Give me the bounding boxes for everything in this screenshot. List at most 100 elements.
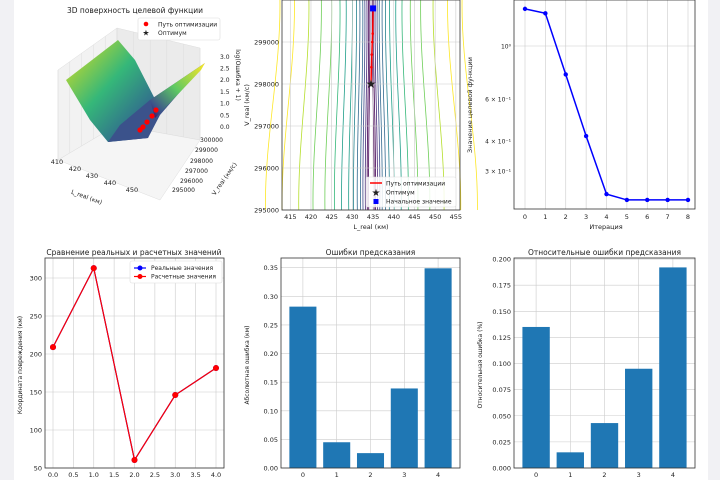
y-tick-label: 298000: [190, 158, 213, 165]
y-tick-label: 0.125: [492, 334, 511, 342]
legend-marker: [137, 274, 143, 279]
x-tick-label: 3: [637, 471, 641, 479]
optimization-path-point: [369, 82, 373, 86]
objective-point: [665, 197, 670, 203]
chart-title: Ошибки предсказания: [326, 248, 416, 257]
bar: [625, 368, 653, 468]
legend-label: Путь оптимизации: [158, 22, 217, 29]
objective-point: [543, 11, 548, 16]
y-tick-label: 297000: [254, 123, 279, 131]
x-tick-label: 2.5: [150, 471, 160, 479]
x-tick-label: 440: [104, 179, 116, 187]
right-scrollbar-track[interactable]: [708, 0, 720, 480]
star-icon: ★: [372, 188, 381, 199]
y-tick-label: 0.30: [264, 293, 278, 301]
start-point-marker: [370, 5, 377, 12]
contour-line: [298, 0, 310, 211]
x-tick-label: 1: [568, 471, 572, 479]
x-axis-label: Итерация: [589, 223, 622, 231]
x-tick-label: 1: [335, 471, 339, 479]
legend-marker-start: [373, 199, 379, 204]
legend-label: Расчетные значения: [151, 274, 216, 281]
optimum-star-icon: ★: [366, 77, 377, 91]
left-window-edge: [0, 0, 14, 480]
x-tick-label: 430: [86, 172, 98, 180]
y-tick-label: 0.35: [264, 264, 278, 272]
legend-box: [365, 176, 457, 208]
y-tick-label: 0.150: [492, 308, 511, 316]
contour-line: [281, 0, 295, 211]
y-tick-label: 6 × 10⁻¹: [485, 97, 511, 104]
y-axis-label: Значение целевой функции: [466, 57, 474, 153]
chart-title: Сравнение реальных и расчетных значений: [46, 248, 221, 257]
y-tick-label: 4 × 10⁻¹: [485, 139, 511, 146]
x-tick-label: 6: [645, 213, 649, 221]
x-tick-label: 455: [450, 213, 462, 221]
x-tick-label: 430: [346, 213, 358, 221]
star-icon: ★: [142, 29, 149, 38]
legend-label: Начальное значение: [386, 199, 452, 206]
x-tick-label: 4: [436, 471, 440, 479]
objective-point: [624, 197, 630, 203]
y-tick-label: 0.05: [264, 436, 278, 444]
contour-line: [360, 0, 364, 211]
bar-axes: [280, 257, 461, 469]
surface-right-sheet: [150, 63, 205, 118]
legend-label: Реальные значения: [151, 265, 213, 272]
x-tick-label: 450: [126, 186, 138, 194]
y-tick-label: 295000: [254, 207, 279, 215]
optimization-path-point: [153, 107, 159, 113]
y-axis-label: Абсолютная ошибка (км): [244, 325, 251, 404]
objective-point: [522, 6, 528, 12]
y-tick-label: 298000: [254, 81, 279, 89]
y-tick-label: 0.050: [492, 412, 511, 420]
y-tick-label: 295000: [172, 187, 195, 194]
contour-line: [312, 0, 322, 211]
objective-point: [645, 197, 650, 203]
y-tick-label: 299000: [195, 147, 218, 154]
contour-line: [333, 0, 341, 211]
contour-line: [447, 0, 462, 211]
bar: [522, 326, 550, 468]
legend-label: Оптимум: [158, 30, 187, 37]
x-axis-label: L_real (км): [353, 223, 388, 231]
x-tick-label: 4.0: [211, 471, 221, 479]
optimization-path-point: [370, 40, 374, 44]
x-tick-label: 425: [325, 213, 337, 221]
optimization-path-point: [371, 32, 374, 35]
bar-axes: [513, 257, 696, 469]
z-tick-label: 2.0: [220, 77, 230, 84]
y-tick-label: 100: [30, 427, 42, 435]
x-tick-label: 1.0: [89, 471, 99, 479]
z-tick-label: 2.5: [220, 66, 230, 73]
x-tick-label: 2: [602, 471, 606, 479]
chart-title: Относительные ошибки предсказания: [528, 248, 681, 257]
x-tick-label: 1: [543, 213, 547, 221]
contour-axes: [281, 0, 461, 211]
y-tick-label: 300: [30, 275, 42, 283]
y-axis-label: Относительная ошибка (%): [477, 321, 484, 408]
z-tick-label: 0.5: [220, 112, 230, 119]
y-tick-label: 0.000: [492, 465, 511, 473]
bar: [323, 442, 351, 468]
y-tick-label: 300000: [200, 137, 223, 144]
bar: [390, 388, 418, 468]
x-tick-label: 445: [408, 213, 420, 221]
y-axis-label: V_real (км/с): [243, 84, 251, 126]
optimization-path-point: [140, 124, 146, 130]
x-tick-label: 3: [402, 471, 406, 479]
y-tick-label: 200: [30, 351, 42, 359]
y-tick-label: 50: [34, 465, 42, 473]
legend-marker-path: [143, 21, 149, 27]
x-tick-label: 2: [368, 471, 372, 479]
x-tick-label: 435: [367, 213, 379, 221]
y-tick-label: 0.075: [492, 386, 511, 394]
y-tick-label: 0.10: [264, 407, 278, 415]
x-tick-label: 5: [625, 213, 629, 221]
x-tick-label: 4: [671, 471, 675, 479]
contour-line: [348, 0, 353, 211]
objective-point: [563, 72, 568, 77]
x-axis-label: L_real (км): [70, 189, 103, 207]
legend-label: Путь оптимизации: [386, 181, 445, 188]
